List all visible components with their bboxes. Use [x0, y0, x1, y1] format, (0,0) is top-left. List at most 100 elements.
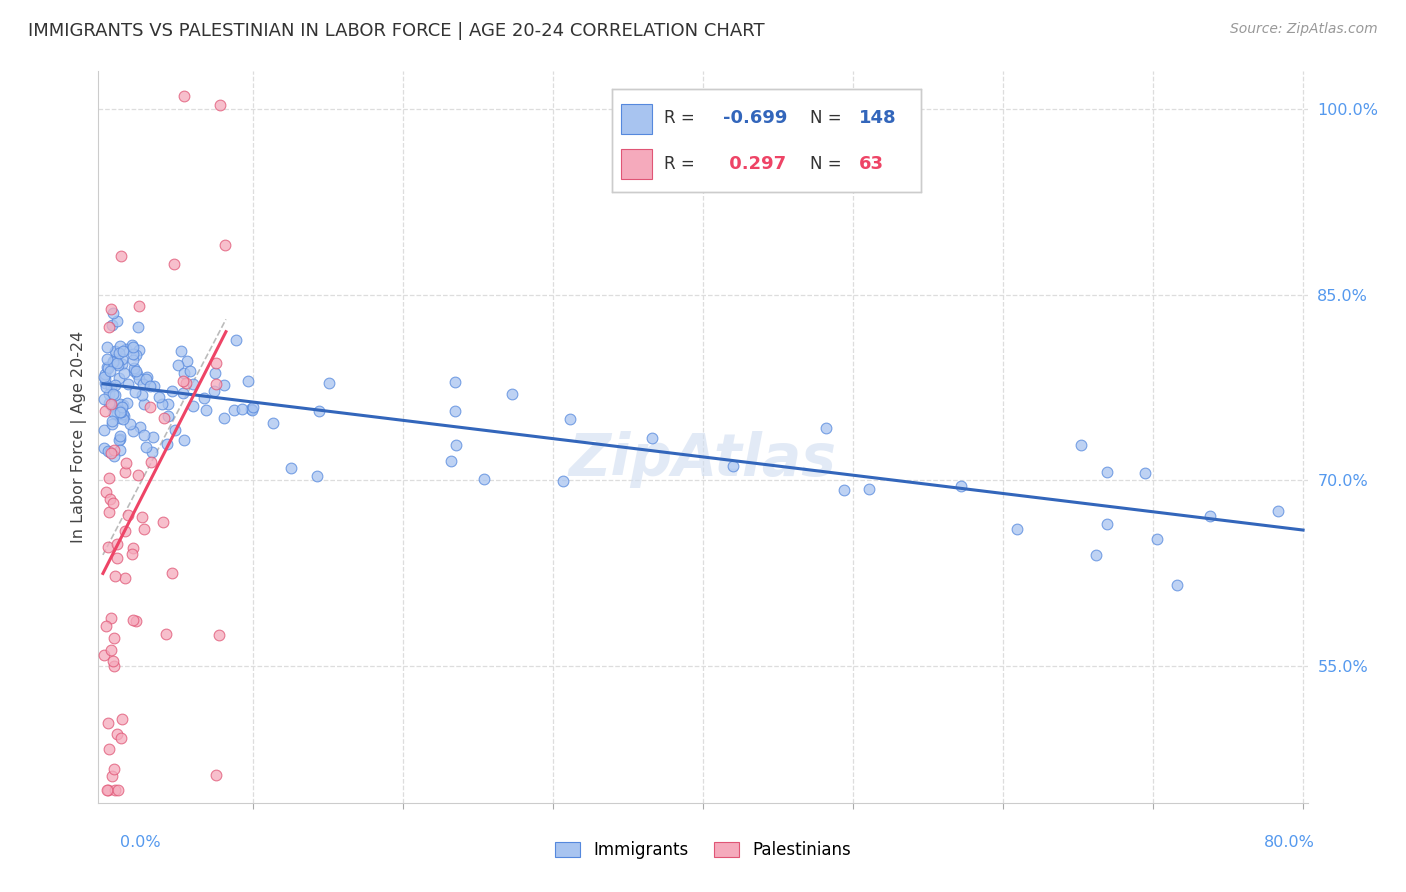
Point — [131, 388, 153, 402]
Point — [97, 783, 120, 797]
Point — [832, 483, 855, 498]
Text: IMMIGRANTS VS PALESTINIAN IN LABOR FORCE | AGE 20-24 CORRELATION CHART: IMMIGRANTS VS PALESTINIAN IN LABOR FORCE… — [28, 22, 765, 40]
Point — [148, 390, 170, 404]
Point — [108, 443, 131, 458]
Point — [100, 446, 122, 460]
Point — [139, 379, 162, 393]
Point — [127, 468, 149, 483]
Point — [240, 402, 263, 417]
Point — [173, 433, 195, 447]
Point — [160, 566, 183, 580]
Point — [132, 522, 155, 536]
Point — [107, 359, 129, 373]
Point — [172, 374, 194, 388]
Point — [96, 340, 118, 354]
Point — [205, 356, 228, 370]
Point — [1070, 438, 1092, 452]
Point — [120, 417, 142, 432]
Point — [121, 547, 143, 561]
Point — [101, 353, 124, 368]
Point — [103, 654, 125, 668]
Point — [93, 423, 115, 437]
Point — [443, 404, 465, 418]
Point — [142, 379, 165, 393]
Point — [98, 364, 121, 378]
Point — [107, 551, 129, 566]
Point — [96, 783, 118, 797]
Legend: Immigrants, Palestinians: Immigrants, Palestinians — [547, 833, 859, 868]
Point — [179, 364, 201, 378]
Point — [111, 357, 134, 371]
Point — [104, 783, 127, 797]
Point — [307, 468, 329, 483]
Point — [114, 524, 136, 538]
Point — [114, 465, 136, 479]
Point — [115, 396, 138, 410]
Point — [94, 403, 117, 417]
Point — [100, 491, 122, 506]
Point — [111, 412, 134, 426]
Point — [100, 302, 122, 317]
Point — [156, 409, 179, 424]
Point — [107, 401, 129, 416]
Point — [104, 388, 127, 402]
Text: 0.0%: 0.0% — [120, 836, 160, 850]
Point — [950, 479, 973, 493]
Point — [122, 340, 145, 354]
Point — [815, 420, 838, 434]
Point — [208, 97, 231, 112]
Point — [308, 404, 330, 418]
Point — [205, 376, 228, 391]
Point — [115, 342, 138, 356]
Point — [100, 417, 122, 432]
Text: R =: R = — [664, 109, 695, 127]
Text: Source: ZipAtlas.com: Source: ZipAtlas.com — [1230, 22, 1378, 37]
Point — [280, 461, 302, 475]
Point — [94, 485, 117, 500]
Point — [104, 377, 127, 392]
Point — [1095, 466, 1118, 480]
Point — [121, 541, 143, 555]
Point — [93, 441, 115, 455]
Point — [152, 515, 174, 529]
Point — [444, 375, 467, 389]
Text: 63: 63 — [859, 155, 884, 173]
Point — [97, 715, 120, 730]
Text: N =: N = — [810, 109, 841, 127]
Point — [474, 472, 496, 486]
Point — [97, 443, 120, 458]
Point — [242, 400, 264, 414]
Point — [172, 385, 194, 400]
Point — [170, 343, 193, 358]
Point — [1166, 578, 1188, 592]
Point — [723, 459, 745, 474]
Point — [124, 385, 146, 400]
Point — [224, 403, 246, 417]
Point — [108, 433, 131, 447]
Point — [117, 508, 139, 522]
Point — [214, 238, 236, 252]
Point — [155, 627, 177, 641]
Point — [104, 344, 127, 359]
Point — [560, 412, 582, 426]
Point — [104, 568, 127, 582]
Point — [114, 456, 136, 470]
Point — [858, 482, 880, 496]
Point — [128, 299, 150, 313]
Point — [135, 372, 157, 386]
Point — [135, 369, 157, 384]
Point — [104, 351, 127, 366]
Point — [93, 370, 115, 384]
Point — [112, 367, 135, 381]
FancyBboxPatch shape — [621, 149, 652, 179]
Point — [112, 409, 135, 423]
Point — [131, 510, 153, 524]
Text: -0.699: -0.699 — [723, 109, 787, 127]
Point — [121, 346, 143, 360]
Point — [108, 339, 131, 353]
Point — [100, 414, 122, 428]
Point — [160, 384, 183, 398]
Point — [127, 320, 149, 334]
Point — [96, 359, 118, 374]
Point — [105, 314, 128, 328]
